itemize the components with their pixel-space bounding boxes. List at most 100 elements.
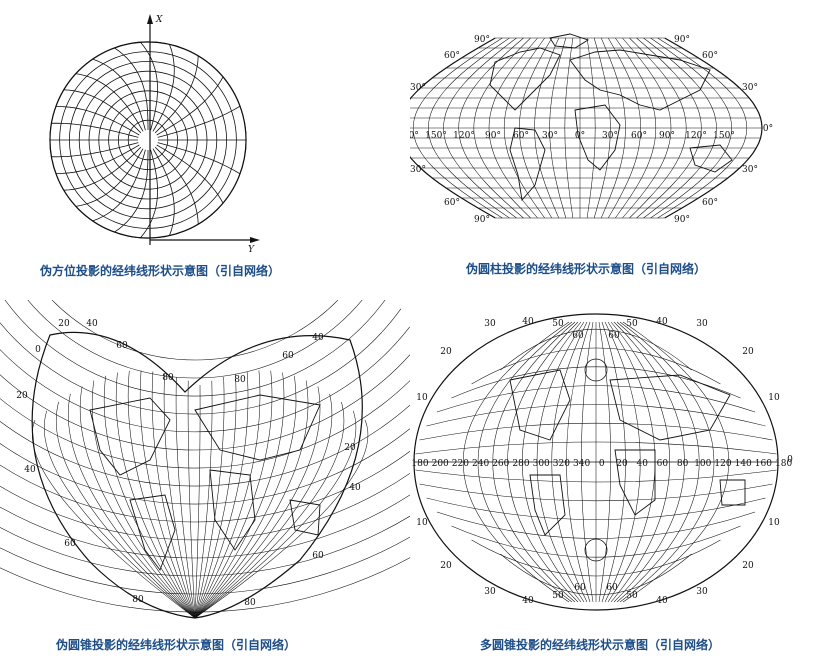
poly-lat-label: 40 bbox=[656, 317, 668, 327]
con-meridian bbox=[43, 410, 196, 619]
cyl-landmass bbox=[689, 144, 733, 173]
poly-meridian bbox=[477, 321, 573, 603]
con-meridian bbox=[67, 393, 196, 619]
poly-meridian bbox=[492, 321, 576, 603]
cyl-lon-label: 30° bbox=[602, 131, 618, 141]
cyl-landmass bbox=[549, 33, 590, 49]
cyl-meridian bbox=[615, 37, 657, 219]
con-meridian bbox=[194, 370, 273, 619]
con-parallel bbox=[0, 450, 410, 523]
cyl-meridian bbox=[586, 37, 596, 219]
az-meridian bbox=[63, 89, 142, 134]
poly-lat-label: 60 bbox=[606, 583, 618, 593]
con-label: 80 bbox=[132, 595, 144, 605]
az-meridian bbox=[156, 76, 224, 136]
poly-meridian bbox=[613, 321, 685, 603]
cyl-meridian bbox=[664, 37, 763, 219]
poly-meridian bbox=[616, 321, 700, 603]
poly-lon-label: 40 bbox=[636, 459, 648, 469]
poly-landmass bbox=[719, 479, 746, 506]
poly-lon-label: 180 bbox=[775, 459, 792, 469]
pseudo-azimuthal-caption: 伪方位投影的经纬线形状示意图（引自网络） bbox=[40, 264, 281, 278]
poly-meridian bbox=[463, 321, 570, 603]
pseudo-azimuthal-panel: X Y 伪方位投影的经纬线形状示意图（引自网络） bbox=[0, 0, 410, 290]
poly-meridian bbox=[566, 321, 591, 603]
cyl-meridian bbox=[473, 37, 531, 219]
cyl-meridian bbox=[549, 37, 567, 219]
poly-lat-label: 30 bbox=[696, 319, 708, 329]
poly-lat-label: 20 bbox=[440, 347, 452, 357]
con-meridian bbox=[115, 372, 196, 619]
az-meridian bbox=[156, 144, 224, 204]
poly-pole-south bbox=[584, 538, 608, 562]
cyl-meridian bbox=[428, 37, 510, 219]
con-meridian bbox=[194, 380, 309, 619]
az-meridian bbox=[152, 44, 175, 132]
poly-lon-label: 0 bbox=[599, 459, 605, 469]
az-meridian bbox=[154, 55, 199, 134]
az-meridian bbox=[114, 47, 149, 130]
con-label: 20 bbox=[58, 319, 70, 329]
poly-meridian bbox=[619, 321, 715, 603]
con-label: 80 bbox=[162, 373, 174, 383]
az-meridian bbox=[92, 149, 146, 222]
poly-lat-label: 60 bbox=[608, 331, 620, 341]
con-landmass bbox=[89, 397, 171, 476]
con-label: 40 bbox=[86, 319, 98, 329]
cyl-meridian bbox=[534, 37, 560, 219]
cyl-landmass bbox=[489, 47, 561, 111]
con-parallel bbox=[0, 308, 402, 415]
cyl-meridian bbox=[503, 37, 545, 219]
az-meridian bbox=[114, 150, 149, 233]
poly-lat-label: 30 bbox=[484, 319, 496, 329]
con-parallel bbox=[0, 326, 410, 433]
poly-lon-label: 140 bbox=[735, 459, 752, 469]
con-meridian bbox=[194, 410, 357, 619]
con-label: 60 bbox=[282, 351, 294, 361]
con-label: 0 bbox=[35, 345, 41, 355]
pseudo-conic-caption: 伪圆锥投影的经纬线形状示意图（引自网络） bbox=[56, 638, 297, 652]
poly-landmass bbox=[509, 369, 571, 441]
cyl-lon-label: 120° bbox=[685, 131, 707, 141]
axis-x-label: X bbox=[155, 15, 163, 25]
poly-lon-label: 100 bbox=[694, 459, 711, 469]
con-landmass bbox=[194, 394, 321, 461]
polyconic-diagram: 180 200 220 240 260 280 300 320 340 0 20 40 60 80 100 1… bbox=[411, 313, 793, 611]
poly-lat-label: 20 bbox=[742, 561, 754, 571]
con-outline bbox=[31, 331, 363, 619]
poly-lat-label: 30 bbox=[696, 587, 708, 597]
az-meridian bbox=[51, 142, 139, 158]
cyl-meridian bbox=[643, 37, 717, 219]
con-meridian bbox=[187, 380, 196, 619]
axis-y-label: Y bbox=[248, 245, 255, 255]
poly-meridian bbox=[551, 321, 588, 603]
con-label: 20 bbox=[344, 443, 356, 453]
cyl-meridian bbox=[458, 37, 524, 219]
poly-lat-label: 40 bbox=[656, 596, 668, 606]
poly-meridian bbox=[522, 321, 582, 603]
con-meridian bbox=[103, 375, 196, 619]
poly-lon-label: 120 bbox=[714, 459, 731, 469]
poly-lon-label: 240 bbox=[472, 459, 489, 469]
cyl-lon-label: 180° bbox=[410, 131, 419, 141]
poly-pole-north bbox=[584, 358, 608, 382]
con-meridian bbox=[163, 373, 196, 619]
polyconic-panel: 180 200 220 240 260 280 300 320 340 0 20 40 60 80 100 1… bbox=[410, 300, 831, 663]
az-meridian bbox=[55, 106, 140, 136]
poly-lat-label: 60 bbox=[572, 331, 584, 341]
con-parallel bbox=[0, 515, 410, 577]
con-parallel bbox=[0, 494, 410, 559]
cyl-lat-label: 90° bbox=[674, 215, 690, 225]
cyl-meridian bbox=[650, 37, 732, 219]
cyl-lat-label: 0° bbox=[763, 124, 773, 134]
az-meridian bbox=[63, 146, 142, 191]
poly-lat-label: 40 bbox=[522, 596, 534, 606]
cyl-meridian bbox=[443, 37, 517, 219]
poly-lat-label: 10 bbox=[416, 393, 428, 403]
pseudo-cylindrical-panel: 90° 90° 60° 60° 30° 30° 0° 0° 30° 30° 60° 60° 90° 90°… bbox=[410, 0, 831, 290]
poly-lat-label: 40 bbox=[522, 317, 534, 327]
con-parallel bbox=[0, 354, 410, 451]
poly-lat-label: 50 bbox=[552, 319, 564, 329]
poly-landmass bbox=[529, 474, 566, 536]
poly-lon-label: 220 bbox=[452, 459, 469, 469]
